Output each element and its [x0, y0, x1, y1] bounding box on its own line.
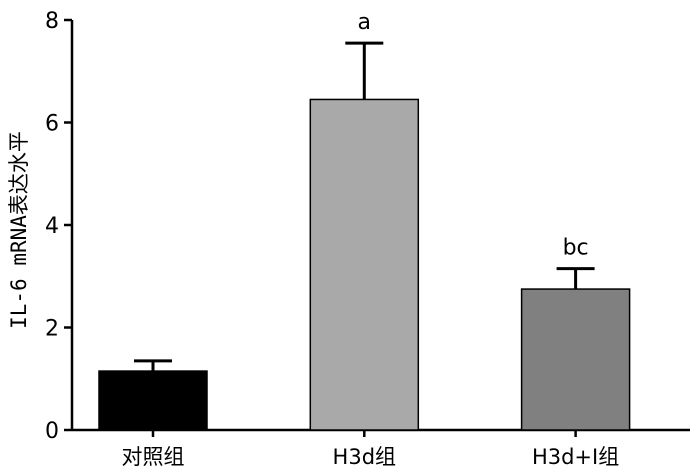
bar [520, 288, 631, 431]
y-tick-label: 8 [45, 9, 59, 34]
y-ticks: 0 2 4 6 8 [45, 9, 72, 444]
y-tick-label: 6 [45, 112, 59, 137]
significance-label: a [358, 10, 371, 35]
significance-label: bc [563, 236, 589, 261]
significance-annotations: a bc [358, 10, 589, 261]
error-bars [134, 41, 595, 372]
y-tick-label: 4 [45, 214, 59, 239]
bar [98, 370, 208, 431]
bar [309, 98, 420, 431]
y-axis-title: IL-6 mRNA表达水平 [7, 131, 31, 329]
bars [98, 98, 631, 431]
y-tick-label: 0 [45, 419, 59, 444]
y-tick-label: 2 [45, 317, 59, 342]
x-tick-label: H3d组 [333, 445, 396, 469]
x-tick-label: 对照组 [122, 445, 185, 469]
x-tick-label: H3d+I组 [532, 445, 619, 469]
